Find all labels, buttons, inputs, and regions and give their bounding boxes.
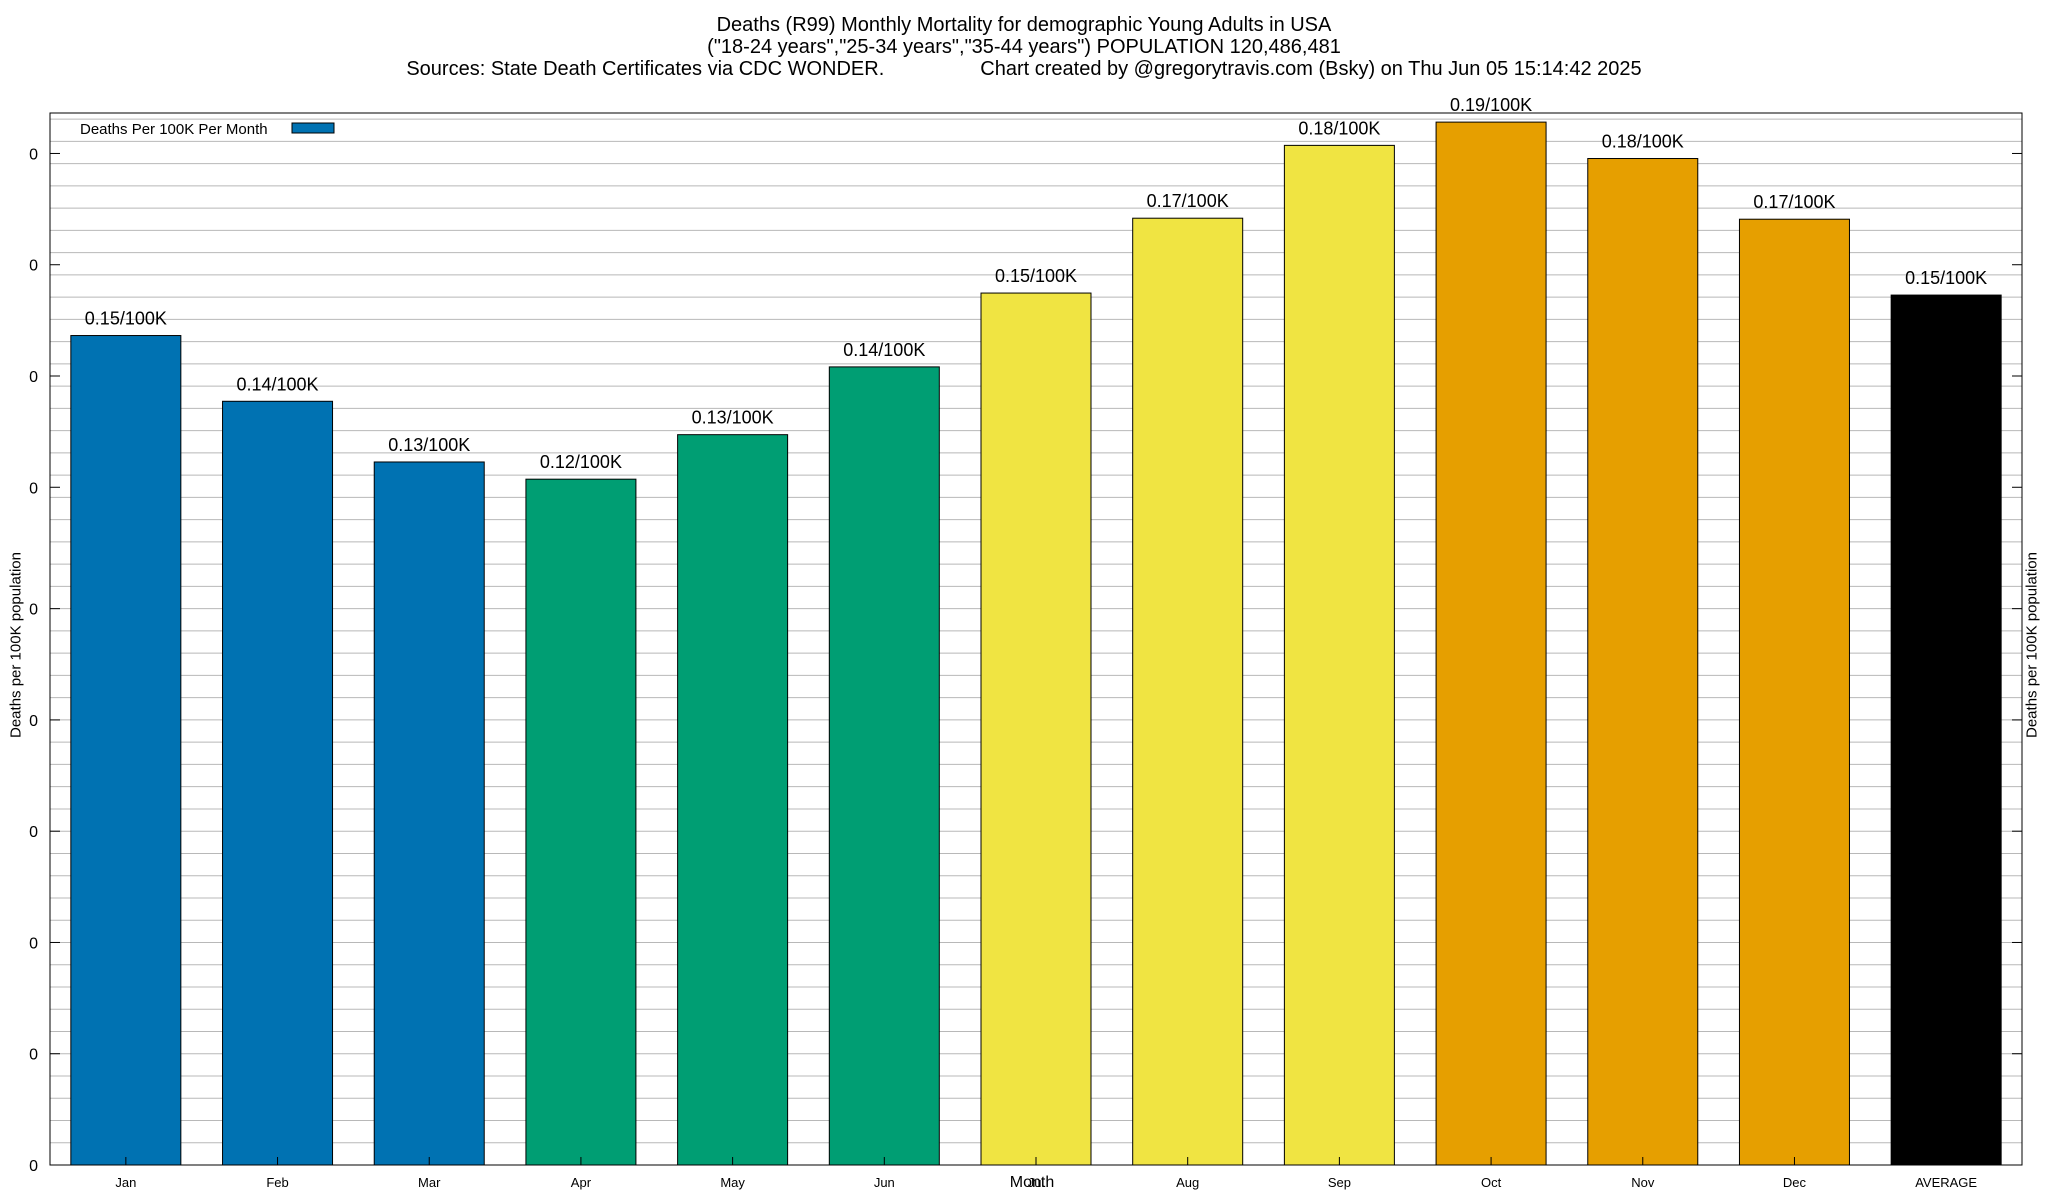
y-tick-label: 0 (29, 146, 38, 163)
bar-may (677, 434, 789, 1166)
plot-frame (49, 112, 2023, 1166)
data-label: 0.14/100K (843, 340, 925, 360)
data-label: 0.15/100K (85, 309, 167, 329)
bar-feb (222, 400, 334, 1166)
bar-average (1890, 294, 2002, 1166)
y-axis-label-left: Deaths per 100K population (7, 552, 25, 738)
legend-label: Deaths Per 100K Per Month (80, 121, 268, 138)
x-tick-label: May (720, 1175, 745, 1190)
data-label: 0.17/100K (1147, 191, 1229, 211)
y-tick-label: 0 (29, 824, 38, 841)
y-tick-label: 0 (29, 1158, 38, 1175)
bar-oct (1435, 121, 1547, 1166)
data-label: 0.18/100K (1602, 132, 1684, 152)
x-tick-label: Feb (266, 1175, 288, 1190)
y-tick-label: 0 (29, 602, 38, 619)
bar-sep (1283, 144, 1395, 1166)
x-tick-label: AVERAGE (1915, 1175, 1977, 1190)
x-tick-label: Mar (418, 1175, 441, 1190)
bar-jan (70, 335, 182, 1166)
data-label: 0.17/100K (1753, 192, 1835, 212)
bar-dec (1738, 218, 1850, 1166)
y-tick-label: 0 (29, 369, 38, 386)
bar-mar (373, 461, 485, 1166)
y-tick-label: 0 (29, 1047, 38, 1064)
x-tick-label: Jan (115, 1175, 136, 1190)
chart-sources: Sources: State Death Certificates via CD… (406, 58, 885, 80)
data-label: 0.19/100K (1450, 95, 1532, 115)
chart-title: Deaths (R99) Monthly Mortality for demog… (716, 14, 1332, 36)
y-tick-label: 0 (29, 713, 38, 730)
data-label: 0.12/100K (540, 452, 622, 472)
chart-title-block: Deaths (R99) Monthly Mortality for demog… (0, 14, 2048, 80)
data-label: 0.14/100K (236, 374, 318, 394)
x-tick-label: Nov (1631, 1175, 1655, 1190)
data-label: 0.15/100K (1905, 268, 1987, 288)
data-label: 0.15/100K (995, 266, 1077, 286)
x-tick-label: Jun (874, 1175, 895, 1190)
chart-sources-line: Sources: State Death Certificates via CD… (0, 58, 2048, 80)
data-label: 0.13/100K (388, 435, 470, 455)
x-tick-label: Jul (1028, 1175, 1045, 1190)
bar-jul (980, 292, 1092, 1166)
y-tick-label: 0 (29, 480, 38, 497)
data-label: 0.13/100K (692, 408, 774, 428)
x-tick-label: Sep (1328, 1175, 1351, 1190)
x-tick-label: Dec (1783, 1175, 1807, 1190)
chart-credit: Chart created by @gregorytravis.com (Bsk… (980, 58, 1642, 80)
y-tick-label: 0 (29, 935, 38, 952)
legend-swatch (291, 122, 335, 134)
y-tick-label: 0 (29, 258, 38, 275)
bar-aug (1132, 217, 1244, 1166)
x-tick-label: Apr (571, 1175, 592, 1190)
bar-jun (828, 366, 940, 1166)
x-axis-label: Month (1009, 1174, 1055, 1191)
bar-apr (525, 478, 637, 1166)
x-tick-label: Oct (1481, 1175, 1502, 1190)
y-axis-label-right: Deaths per 100K population (2023, 552, 2041, 738)
data-label: 0.18/100K (1298, 118, 1380, 138)
bar-nov (1587, 158, 1699, 1166)
chart-subtitle: ("18-24 years","25-34 years","35-44 year… (707, 36, 1341, 58)
x-tick-label: Aug (1176, 1175, 1199, 1190)
